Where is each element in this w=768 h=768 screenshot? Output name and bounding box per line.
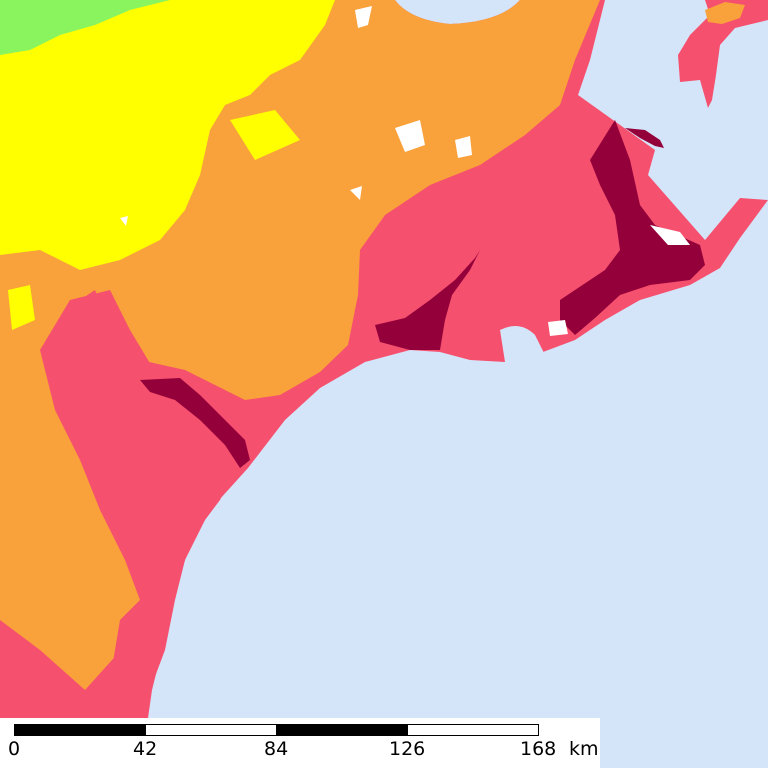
sandbar	[625, 128, 664, 148]
land-wetland-river-west	[140, 378, 250, 468]
land-lowland-west	[40, 290, 240, 690]
scale-segment-4	[407, 724, 539, 736]
scale-segment-2	[145, 724, 277, 736]
scale-label-0: 0	[8, 738, 21, 760]
scale-bar: 0 42 84 126 168 km	[0, 718, 600, 768]
island-northeast-hills	[705, 2, 745, 24]
scale-label-168: 168	[520, 738, 557, 760]
scale-unit: km	[569, 738, 599, 760]
scale-label-84: 84	[264, 738, 289, 760]
land-upland	[0, 0, 335, 270]
scale-label-126: 126	[389, 738, 426, 760]
inner-bay	[500, 326, 545, 362]
scale-segment-1	[14, 724, 146, 736]
land-wetland-east	[560, 120, 705, 335]
scale-label-42: 42	[133, 738, 158, 760]
land-lowland-southwest	[0, 620, 148, 718]
land-highland	[0, 0, 170, 55]
land-upland-patches	[8, 110, 300, 330]
scale-segment-3	[276, 724, 408, 736]
land-wetland-river	[375, 250, 480, 350]
island-northeast	[678, 0, 768, 108]
